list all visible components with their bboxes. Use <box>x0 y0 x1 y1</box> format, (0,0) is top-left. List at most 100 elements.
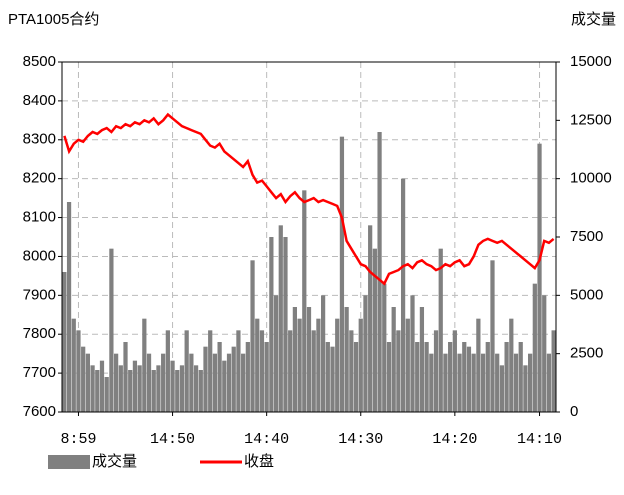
volume-bar <box>528 353 533 412</box>
volume-bar <box>396 330 401 412</box>
volume-bar <box>490 260 495 412</box>
y-tick-label: 7800 <box>23 325 56 342</box>
volume-bar <box>175 370 180 412</box>
legend-label: 收盘 <box>244 452 274 470</box>
volume-bar <box>193 365 199 412</box>
volume-bar <box>95 370 100 412</box>
x-tick-label: 14:20 <box>432 431 477 448</box>
volume-bar <box>297 318 302 412</box>
volume-bar <box>386 342 392 412</box>
y-tick-label: 8300 <box>23 131 56 148</box>
y-tick-label: 7900 <box>23 286 56 303</box>
y2-tick-label: 0 <box>570 403 578 420</box>
volume-bar <box>113 353 119 412</box>
volume-bar <box>81 346 86 412</box>
volume-bar <box>179 365 185 412</box>
volume-bar <box>292 307 298 412</box>
volume-bar <box>151 370 156 412</box>
volume-bar <box>66 202 72 412</box>
volume-bar <box>438 248 443 412</box>
x-tick-label: 14:30 <box>338 431 383 448</box>
volume-bar <box>222 360 227 412</box>
volume-bar <box>325 342 330 412</box>
volume-bar <box>330 346 335 412</box>
volume-bar <box>499 365 505 412</box>
volume-bar <box>462 342 467 412</box>
volume-bar <box>513 353 519 412</box>
volume-bar <box>495 353 500 412</box>
volume-bar <box>485 342 490 412</box>
volume-bar <box>358 318 363 412</box>
volume-bar <box>198 370 203 412</box>
volume-bar <box>368 225 373 412</box>
volume-bar <box>518 342 523 412</box>
volume-bar <box>226 353 232 412</box>
volume-bar <box>339 136 345 412</box>
volume-bar <box>480 353 486 412</box>
volume-bar <box>288 330 293 412</box>
volume-bar <box>128 370 133 412</box>
y-tick-label: 8100 <box>23 209 56 226</box>
volume-bar <box>269 237 274 412</box>
volume-bar <box>99 360 105 412</box>
y2-axis-label: 成交量 <box>571 10 616 28</box>
volume-bar <box>137 365 142 412</box>
volume-bar <box>532 283 537 412</box>
volume-bar <box>320 295 326 412</box>
volume-bar <box>90 365 95 412</box>
volume-bar <box>546 353 552 412</box>
plot-frame <box>61 61 557 413</box>
volume-bar <box>382 283 387 412</box>
volume-bar <box>523 365 528 412</box>
volume-bar <box>551 330 556 412</box>
volume-bar <box>241 353 246 412</box>
volume-bar <box>448 342 453 412</box>
y2-tick-label: 2500 <box>570 345 603 362</box>
volume-bar <box>372 248 377 412</box>
volume-bar <box>170 360 175 412</box>
chart-title: PTA1005合约 <box>8 11 99 28</box>
volume-bar <box>245 342 250 412</box>
y2-tick-label: 15000 <box>570 53 612 70</box>
volume-bar <box>443 353 448 412</box>
y-tick-label: 7600 <box>23 403 56 420</box>
volume-bar <box>278 225 283 412</box>
x-tick-label: 14:10 <box>517 431 562 448</box>
volume-bar <box>109 248 114 412</box>
volume-bar <box>419 307 425 412</box>
volume-bar <box>62 272 67 412</box>
y-tick-label: 8000 <box>23 247 56 264</box>
x-tick-label: 14:50 <box>150 431 195 448</box>
volume-bar <box>400 178 406 412</box>
volume-bar <box>118 365 123 412</box>
volume-bar <box>452 330 457 412</box>
volume-bar <box>344 307 349 412</box>
volume-bar <box>231 346 236 412</box>
volume-bar <box>76 330 81 412</box>
y2-tick-label: 7500 <box>570 228 603 245</box>
volume-bar <box>156 365 161 412</box>
volume-bar <box>537 143 542 412</box>
volume-bar <box>236 330 241 412</box>
volume-bar <box>217 342 222 412</box>
legend-label: 成交量 <box>92 452 137 470</box>
y-tick-label: 8500 <box>23 53 56 70</box>
volume-bar <box>161 353 166 412</box>
volume-bar <box>391 307 396 412</box>
volume-bar <box>203 346 208 412</box>
volume-bar <box>424 342 429 412</box>
volume-bar <box>189 353 194 412</box>
y2-tick-label: 10000 <box>570 170 612 187</box>
y2-tick-label: 12500 <box>570 111 612 128</box>
volume-bar <box>132 360 138 412</box>
volume-bar <box>471 353 476 412</box>
y-tick-label: 7700 <box>23 364 56 381</box>
volume-bar <box>377 132 382 412</box>
y-tick-label: 8200 <box>23 170 56 187</box>
y-tick-label: 8400 <box>23 92 56 109</box>
volume-bar <box>184 330 189 412</box>
volume-bar <box>433 330 439 412</box>
volume-bar <box>255 318 260 412</box>
volume-bar <box>273 295 279 412</box>
